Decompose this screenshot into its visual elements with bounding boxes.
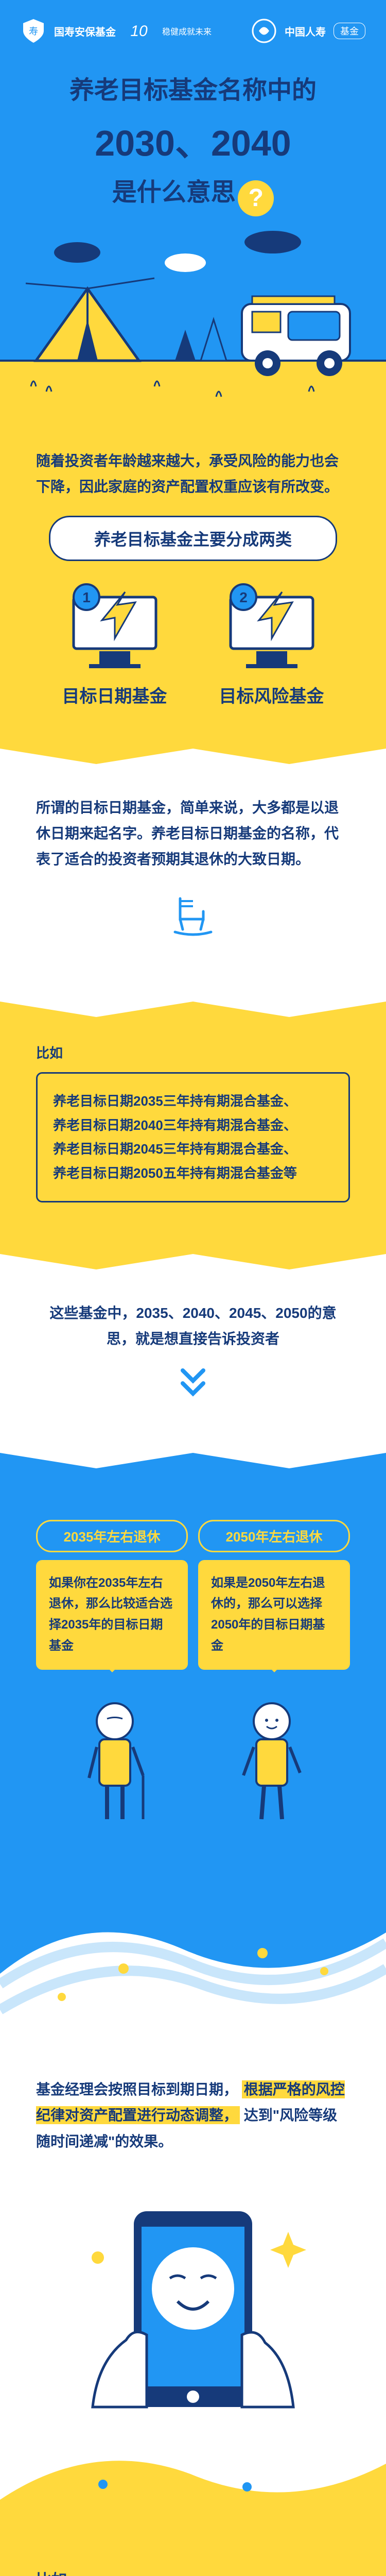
ex2-label1: 比如 [36, 2567, 350, 2576]
type2-label: 目标风险基金 [205, 682, 339, 707]
wave-separator-1 [0, 1860, 386, 2046]
person-young-icon [225, 1696, 318, 1829]
svg-text:10: 10 [130, 23, 148, 40]
svg-text:1: 1 [82, 589, 91, 605]
circle-logo-icon [251, 18, 277, 44]
rocking-chair-icon [167, 888, 219, 940]
type-card-2: 2 目标风险基金 [205, 582, 339, 707]
date-fund-section: 所谓的目标日期基金，简单来说，大多都是以退休日期来起名字。养老目标日期基金的名称… [0, 764, 386, 986]
mgr-p1: 基金经理会按照目标到期日期， [36, 2081, 238, 2097]
person-elder-icon [68, 1696, 161, 1829]
date-fund-explain-text: 所谓的目标日期基金，简单来说，大多都是以退休日期来起名字。养老目标日期基金的名称… [36, 795, 350, 873]
manager-text: 基金经理会按照目标到期日期， 根据严格的风控纪律对资产配置进行动态调整， 达到"… [36, 2077, 350, 2155]
type-cards-row: 1 目标日期基金 2 目标风险基金 [36, 582, 350, 707]
monitor-1-icon: 1 [63, 582, 166, 669]
intro-text: 随着投资者年龄越来越大，承受风险的能力也会下降，因此家庭的资产配置权重应该有所改… [36, 448, 350, 500]
svg-text:2: 2 [239, 589, 248, 605]
example-line4: 养老目标日期2050五年持有期混合基金等 [53, 1161, 333, 1185]
chevron-separator-2 [0, 986, 386, 1017]
speech-right: 2050年左右退休 如果是2050年左右退休的，那么可以选择2050年的目标日期… [198, 1520, 350, 1670]
wave-separator-2 [0, 2417, 386, 2541]
examples-box: 养老目标日期2035三年持有期混合基金、 养老目标日期2040三年持有期混合基金… [36, 1072, 350, 1202]
speech-year-2035: 2035年左右退休 [36, 1520, 188, 1552]
examples-section: 比如 养老目标日期2035三年持有期混合基金、 养老目标日期2040三年持有期混… [0, 1017, 386, 1239]
chevron-separator-3 [0, 1239, 386, 1269]
shield-logo-icon: 寿 [21, 18, 46, 44]
title-section: 养老目标基金名称中的 2030、2040 是什么意思 ? [0, 52, 386, 216]
example-line3: 养老目标日期2045三年持有期混合基金、 [53, 1137, 333, 1161]
chevron-separator-1 [0, 733, 386, 764]
years-meaning-section: 这些基金中，2035、2040、2045、2050的意思，就是想直接告诉投资者 [0, 1269, 386, 1437]
intro-section: 随着投资者年龄越来越大，承受风险的能力也会下降，因此家庭的资产配置权重应该有所改… [0, 422, 386, 733]
speech-bubble-2035: 如果你在2035年左右退休，那么比较适合选择2035年的目标日期基金 [36, 1560, 188, 1670]
example2-section: 比如 现在30岁左右的投资者， 那么 现在可以选择购买2045或者2050的目标… [0, 2541, 386, 2576]
header-bar: 寿 国寿安保基金 10 稳健成就未来 中国人寿 基金 [0, 0, 386, 52]
speech-row: 2035年左右退休 如果你在2035年左右退休，那么比较适合选择2035年的目标… [36, 1520, 350, 1670]
chevron-separator-4 [0, 1437, 386, 1468]
logo-slogan: 稳健成就未来 [162, 25, 212, 37]
examples-label: 比如 [36, 1043, 350, 1062]
camping-scene-illustration [0, 216, 386, 422]
example-line2: 养老目标日期2040三年持有期混合基金、 [53, 1113, 333, 1138]
title-years: 2030、2040 [31, 114, 355, 166]
logo-right-group: 中国人寿 基金 [251, 18, 365, 44]
speech-left: 2035年左右退休 如果你在2035年左右退休，那么比较适合选择2035年的目标… [36, 1520, 188, 1670]
down-arrows-icon [172, 1363, 214, 1404]
title-line2: 是什么意思 [112, 179, 236, 206]
logo-left-group: 寿 国寿安保基金 10 稳健成就未来 [21, 15, 212, 46]
speech-year-2050: 2050年左右退休 [198, 1520, 350, 1552]
logo-left-name: 国寿安保基金 [54, 24, 116, 39]
manager-section: 基金经理会按照目标到期日期， 根据严格的风控纪律对资产配置进行动态调整， 达到"… [0, 2046, 386, 2185]
title-line1: 养老目标基金名称中的 [31, 72, 355, 109]
hand-phone-illustration [0, 2185, 386, 2417]
type-card-1: 1 目标日期基金 [48, 582, 182, 707]
fund-tag: 基金 [334, 23, 365, 39]
monitor-2-icon: 2 [220, 582, 323, 669]
svg-text:寿: 寿 [29, 26, 38, 37]
anniversary-icon: 10 [124, 15, 154, 46]
type1-label: 目标日期基金 [48, 682, 182, 707]
years-meaning-text: 这些基金中，2035、2040、2045、2050的意思，就是想直接告诉投资者 [36, 1300, 350, 1352]
people-illustration-row [36, 1696, 350, 1829]
question-mark-icon: ? [238, 180, 274, 216]
two-types-heading: 养老目标基金主要分成两类 [49, 516, 337, 561]
speech-bubble-2050: 如果是2050年左右退休的，那么可以选择2050年的目标日期基金 [198, 1560, 350, 1670]
example-line1: 养老目标日期2035三年持有期混合基金、 [53, 1089, 333, 1113]
logo-right-name: 中国人寿 [285, 24, 326, 39]
speech-section: 2035年左右退休 如果你在2035年左右退休，那么比较适合选择2035年的目标… [0, 1468, 386, 1860]
